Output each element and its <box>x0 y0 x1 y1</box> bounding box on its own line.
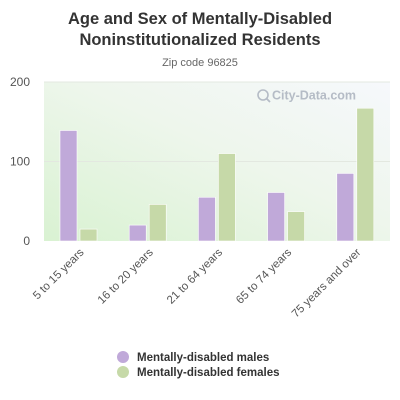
grid-lines <box>44 81 390 162</box>
y-tick-label: 200 <box>10 75 30 89</box>
bar-females-4 <box>356 107 375 242</box>
bar-males-0 <box>59 130 78 242</box>
x-category-label: 21 to 64 years <box>165 246 225 306</box>
bar-males-2 <box>198 196 216 242</box>
x-category-label: 75 years and over <box>290 247 364 321</box>
y-tick-label: 100 <box>10 155 30 169</box>
bar-males-3 <box>267 192 285 242</box>
legend: Mentally-disabled males Mentally-disabled… <box>117 351 280 379</box>
bar-females-1 <box>148 204 167 242</box>
x-category-label: 65 to 74 years <box>234 246 294 306</box>
legend-label-females: Mentally-disabled females <box>137 367 280 379</box>
bar-males-1 <box>128 224 147 242</box>
watermark-text: City-Data.com <box>272 89 356 103</box>
legend-label-males: Mentally-disabled males <box>137 352 269 364</box>
chart-subtitle: Zip code 96825 <box>162 57 238 69</box>
y-axis-ticks: 0 100 200 <box>10 75 30 248</box>
legend-swatch-males <box>117 351 129 363</box>
x-category-label: 5 to 15 years <box>31 246 87 302</box>
legend-swatch-females <box>117 366 129 378</box>
bar-females-2 <box>218 153 236 242</box>
bars <box>59 107 375 242</box>
chart-title-line-1: Age and Sex of Mentally-Disabled <box>68 10 332 28</box>
bar-females-0 <box>79 228 98 242</box>
magnifier-handle <box>265 97 271 103</box>
magnifier-icon <box>257 89 269 101</box>
bar-males-4 <box>336 173 355 242</box>
bar-females-3 <box>287 211 305 242</box>
x-axis-category-labels: 5 to 15 years 16 to 20 years 21 to 64 year… <box>31 246 363 320</box>
y-tick-label: 0 <box>23 234 30 248</box>
chart-title-line-2: Noninstitutionalized Residents <box>79 31 320 49</box>
x-category-label: 16 to 20 years <box>96 246 156 306</box>
watermark: City-Data.com <box>257 89 356 103</box>
